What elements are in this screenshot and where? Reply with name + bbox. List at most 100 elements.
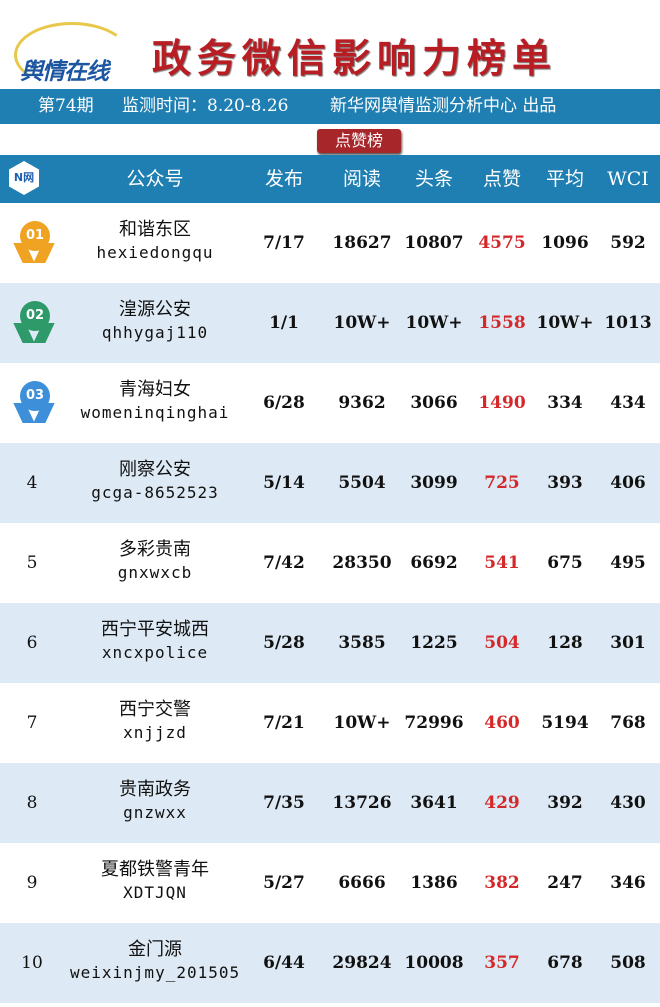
account-id: womeninqinghai xyxy=(80,403,230,422)
account-name: 夏都铁警青年 xyxy=(101,859,209,880)
account-id: gnxwxcb xyxy=(117,563,193,582)
likes: 725 xyxy=(484,473,520,493)
wci: 592 xyxy=(610,233,646,253)
account[interactable]: 青海妇女 womeninqinghai xyxy=(70,377,240,422)
account-name: 西宁交警 xyxy=(119,699,191,720)
account[interactable]: 西宁平安城西 xncxpolice xyxy=(70,617,240,662)
medal-icon: 03 xyxy=(12,381,56,427)
account[interactable]: 夏都铁警青年 XDTJQN xyxy=(70,857,240,902)
wci: 508 xyxy=(610,953,646,973)
table-row: 9 夏都铁警青年 XDTJQN 5/27 6666 1386 382 247 34… xyxy=(0,843,660,923)
average: 334 xyxy=(547,393,583,413)
read: 3585 xyxy=(338,633,386,653)
likes: 460 xyxy=(484,713,520,733)
headline: 10W+ xyxy=(405,313,463,333)
read: 13726 xyxy=(332,793,392,813)
account-id: qhhygaj110 xyxy=(101,323,209,342)
account-name: 湟源公安 xyxy=(119,299,191,320)
publish: 6/44 xyxy=(263,953,305,973)
likes-ranking-tab[interactable]: 点赞榜 xyxy=(317,129,401,153)
table-row: 4 刚察公安 gcga-8652523 5/14 5504 3099 725 39… xyxy=(0,443,660,523)
average: 393 xyxy=(547,473,583,493)
account-name: 青海妇女 xyxy=(119,379,191,400)
medal-icon: 02 xyxy=(12,301,56,347)
read: 10W+ xyxy=(333,713,391,733)
wci: 1013 xyxy=(604,313,652,333)
table-row: 03 青海妇女 womeninqinghai 6/28 9362 3066 149… xyxy=(0,363,660,443)
average: 1096 xyxy=(541,233,589,253)
col-headline: 头条 xyxy=(414,168,453,190)
rank: 4 xyxy=(26,473,38,493)
wci: 406 xyxy=(610,473,646,493)
read: 10W+ xyxy=(333,313,391,333)
wci: 768 xyxy=(610,713,646,733)
table-row: 02 湟源公安 qhhygaj110 1/1 10W+ 10W+ 1558 10W… xyxy=(0,283,660,363)
wci: 434 xyxy=(610,393,646,413)
table-header: N网 公众号 发布 阅读 头条 点赞 平均 WCI xyxy=(0,155,660,203)
headline: 1386 xyxy=(410,873,458,893)
average: 392 xyxy=(547,793,583,813)
publish: 5/28 xyxy=(263,633,305,653)
table-row: 7 西宁交警 xnjjzd 7/21 10W+ 72996 460 5194 76… xyxy=(0,683,660,763)
account-id: XDTJQN xyxy=(123,883,187,902)
account-name: 多彩贵南 xyxy=(119,539,191,560)
issue-number: 第74期 xyxy=(38,96,94,116)
info-band: 第74期 监测时间：8.20-8.26 新华网舆情监测分析中心 出品 xyxy=(0,89,660,124)
headline: 72996 xyxy=(404,713,464,733)
account[interactable]: 湟源公安 qhhygaj110 xyxy=(70,297,240,342)
headline: 3641 xyxy=(410,793,458,813)
read: 6666 xyxy=(338,873,386,893)
publish: 7/17 xyxy=(263,233,305,253)
rank: 03 xyxy=(20,381,50,411)
account-id: xncxpolice xyxy=(101,643,209,662)
account-id: xnjjzd xyxy=(123,723,187,742)
rank: 8 xyxy=(26,793,38,813)
rank: 7 xyxy=(26,713,38,733)
rank: 10 xyxy=(21,953,43,973)
likes: 541 xyxy=(484,553,520,573)
rank: 5 xyxy=(26,553,38,573)
col-likes: 点赞 xyxy=(482,168,521,190)
col-publish: 发布 xyxy=(264,168,303,190)
read: 18627 xyxy=(332,233,392,253)
col-read: 阅读 xyxy=(342,168,381,190)
rank: 01 xyxy=(20,221,50,251)
average: 678 xyxy=(547,953,583,973)
publish: 7/42 xyxy=(263,553,305,573)
account-name: 金门源 xyxy=(128,939,182,960)
account-name: 和谐东区 xyxy=(119,219,191,240)
account[interactable]: 金门源 weixinjmy_201505 xyxy=(70,937,240,982)
headline: 1225 xyxy=(410,633,458,653)
likes: 429 xyxy=(484,793,520,813)
wci: 301 xyxy=(610,633,646,653)
publish: 5/14 xyxy=(263,473,305,493)
likes: 382 xyxy=(484,873,520,893)
table-row: 5 多彩贵南 gnxwxcb 7/42 28350 6692 541 675 49… xyxy=(0,523,660,603)
wci: 346 xyxy=(610,873,646,893)
publish: 6/28 xyxy=(263,393,305,413)
average: 247 xyxy=(547,873,583,893)
average: 10W+ xyxy=(536,313,594,333)
likes: 1490 xyxy=(478,393,526,413)
wci: 430 xyxy=(610,793,646,813)
monitor-period: 监测时间：8.20-8.26 xyxy=(122,96,289,116)
account[interactable]: 刚察公安 gcga-8652523 xyxy=(70,457,240,502)
headline: 10008 xyxy=(404,953,464,973)
account[interactable]: 贵南政务 gnzwxx xyxy=(70,777,240,822)
account[interactable]: 多彩贵南 gnxwxcb xyxy=(70,537,240,582)
account[interactable]: 和谐东区 hexiedongqu xyxy=(70,217,240,262)
rank: 6 xyxy=(26,633,38,653)
average: 128 xyxy=(547,633,583,653)
rank: 02 xyxy=(20,301,50,331)
medal-icon: 01 xyxy=(12,221,56,267)
account[interactable]: 西宁交警 xnjjzd xyxy=(70,697,240,742)
xinhua-logo-icon: N网 xyxy=(9,161,39,195)
page-title: 政务微信影响力榜单 xyxy=(152,36,558,82)
account-id: gcga-8652523 xyxy=(91,483,219,502)
yuqing-online-logo: 舆情在线 xyxy=(14,22,134,88)
account-name: 刚察公安 xyxy=(119,459,191,480)
publish: 5/27 xyxy=(263,873,305,893)
table-row: 6 西宁平安城西 xncxpolice 5/28 3585 1225 504 12… xyxy=(0,603,660,683)
headline: 10807 xyxy=(404,233,464,253)
publish: 7/21 xyxy=(263,713,305,733)
